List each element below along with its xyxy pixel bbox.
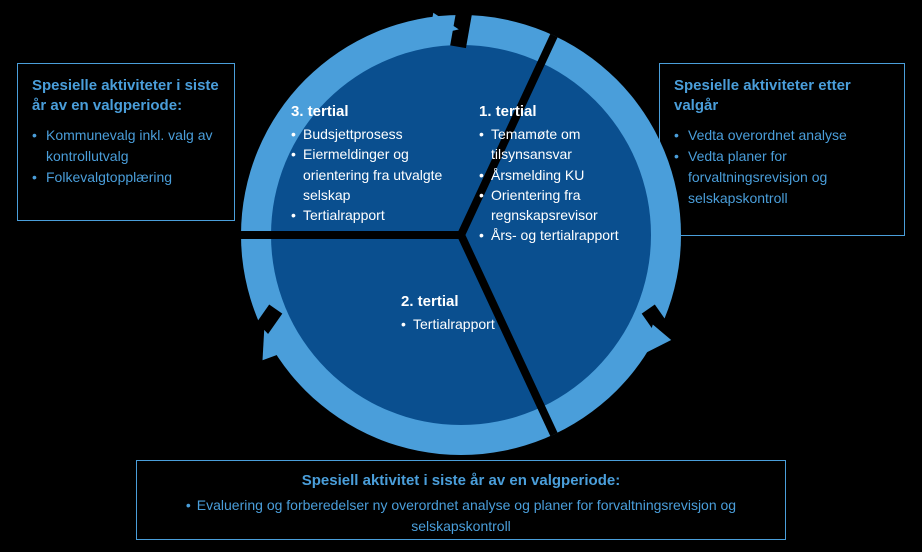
list-item: Årsmelding KU [479, 165, 649, 185]
list-item: Års- og tertialrapport [479, 225, 649, 245]
cycle-sector-3: 3. tertial Budsjettprosess Eiermeldinger… [291, 103, 461, 225]
right-info-box: Spesielle aktiviteter etter valgår Vedta… [659, 63, 905, 236]
left-box-title: Spesielle aktiviteter i siste år av en v… [32, 76, 220, 115]
right-box-list: Vedta overordnet analyse Vedta planer fo… [674, 125, 890, 209]
list-item: Tertialrapport [291, 205, 461, 225]
sector-title: 2. tertial [401, 293, 541, 310]
right-box-title: Spesielle aktiviteter etter valgår [674, 76, 890, 115]
list-item: Tertialrapport [401, 314, 541, 334]
bottom-box-list: Evaluering og forberedelser ny overordne… [157, 495, 765, 537]
list-item: Folkevalgtopplæring [32, 167, 220, 188]
cycle-sector-1: 1. tertial Temamøte om tilsynsansvar Års… [479, 103, 649, 246]
list-item: Eiermeldinger og orientering fra utvalgt… [291, 144, 461, 205]
sector-list: Budsjettprosess Eiermeldinger og oriente… [291, 124, 461, 225]
list-item: Budsjettprosess [291, 124, 461, 144]
list-item: Vedta planer for forvaltningsrevisjon og… [674, 146, 890, 209]
bottom-info-box: Spesiell aktivitet i siste år av en valg… [136, 460, 786, 540]
sector-title: 3. tertial [291, 103, 461, 120]
list-item: Kommunevalg inkl. valg av kontrollutvalg [32, 125, 220, 167]
list-item: Orientering fra regnskapsrevisor [479, 185, 649, 226]
left-box-list: Kommunevalg inkl. valg av kontrollutvalg… [32, 125, 220, 188]
cycle-sector-2: 2. tertial Tertialrapport [401, 293, 541, 334]
list-item: Vedta overordnet analyse [674, 125, 890, 146]
list-item: Evaluering og forberedelser ny overordne… [157, 495, 765, 537]
sector-list: Temamøte om tilsynsansvar Årsmelding KU … [479, 124, 649, 246]
sector-list: Tertialrapport [401, 314, 541, 334]
list-item: Temamøte om tilsynsansvar [479, 124, 649, 165]
cycle-diagram: 1. tertial Temamøte om tilsynsansvar Års… [241, 15, 681, 455]
bottom-box-title: Spesiell aktivitet i siste år av en valg… [157, 471, 765, 491]
sector-title: 1. tertial [479, 103, 649, 120]
cycle-arrowhead-icon [429, 13, 461, 41]
cycle-divider [241, 231, 461, 239]
left-info-box: Spesielle aktiviteter i siste år av en v… [17, 63, 235, 221]
